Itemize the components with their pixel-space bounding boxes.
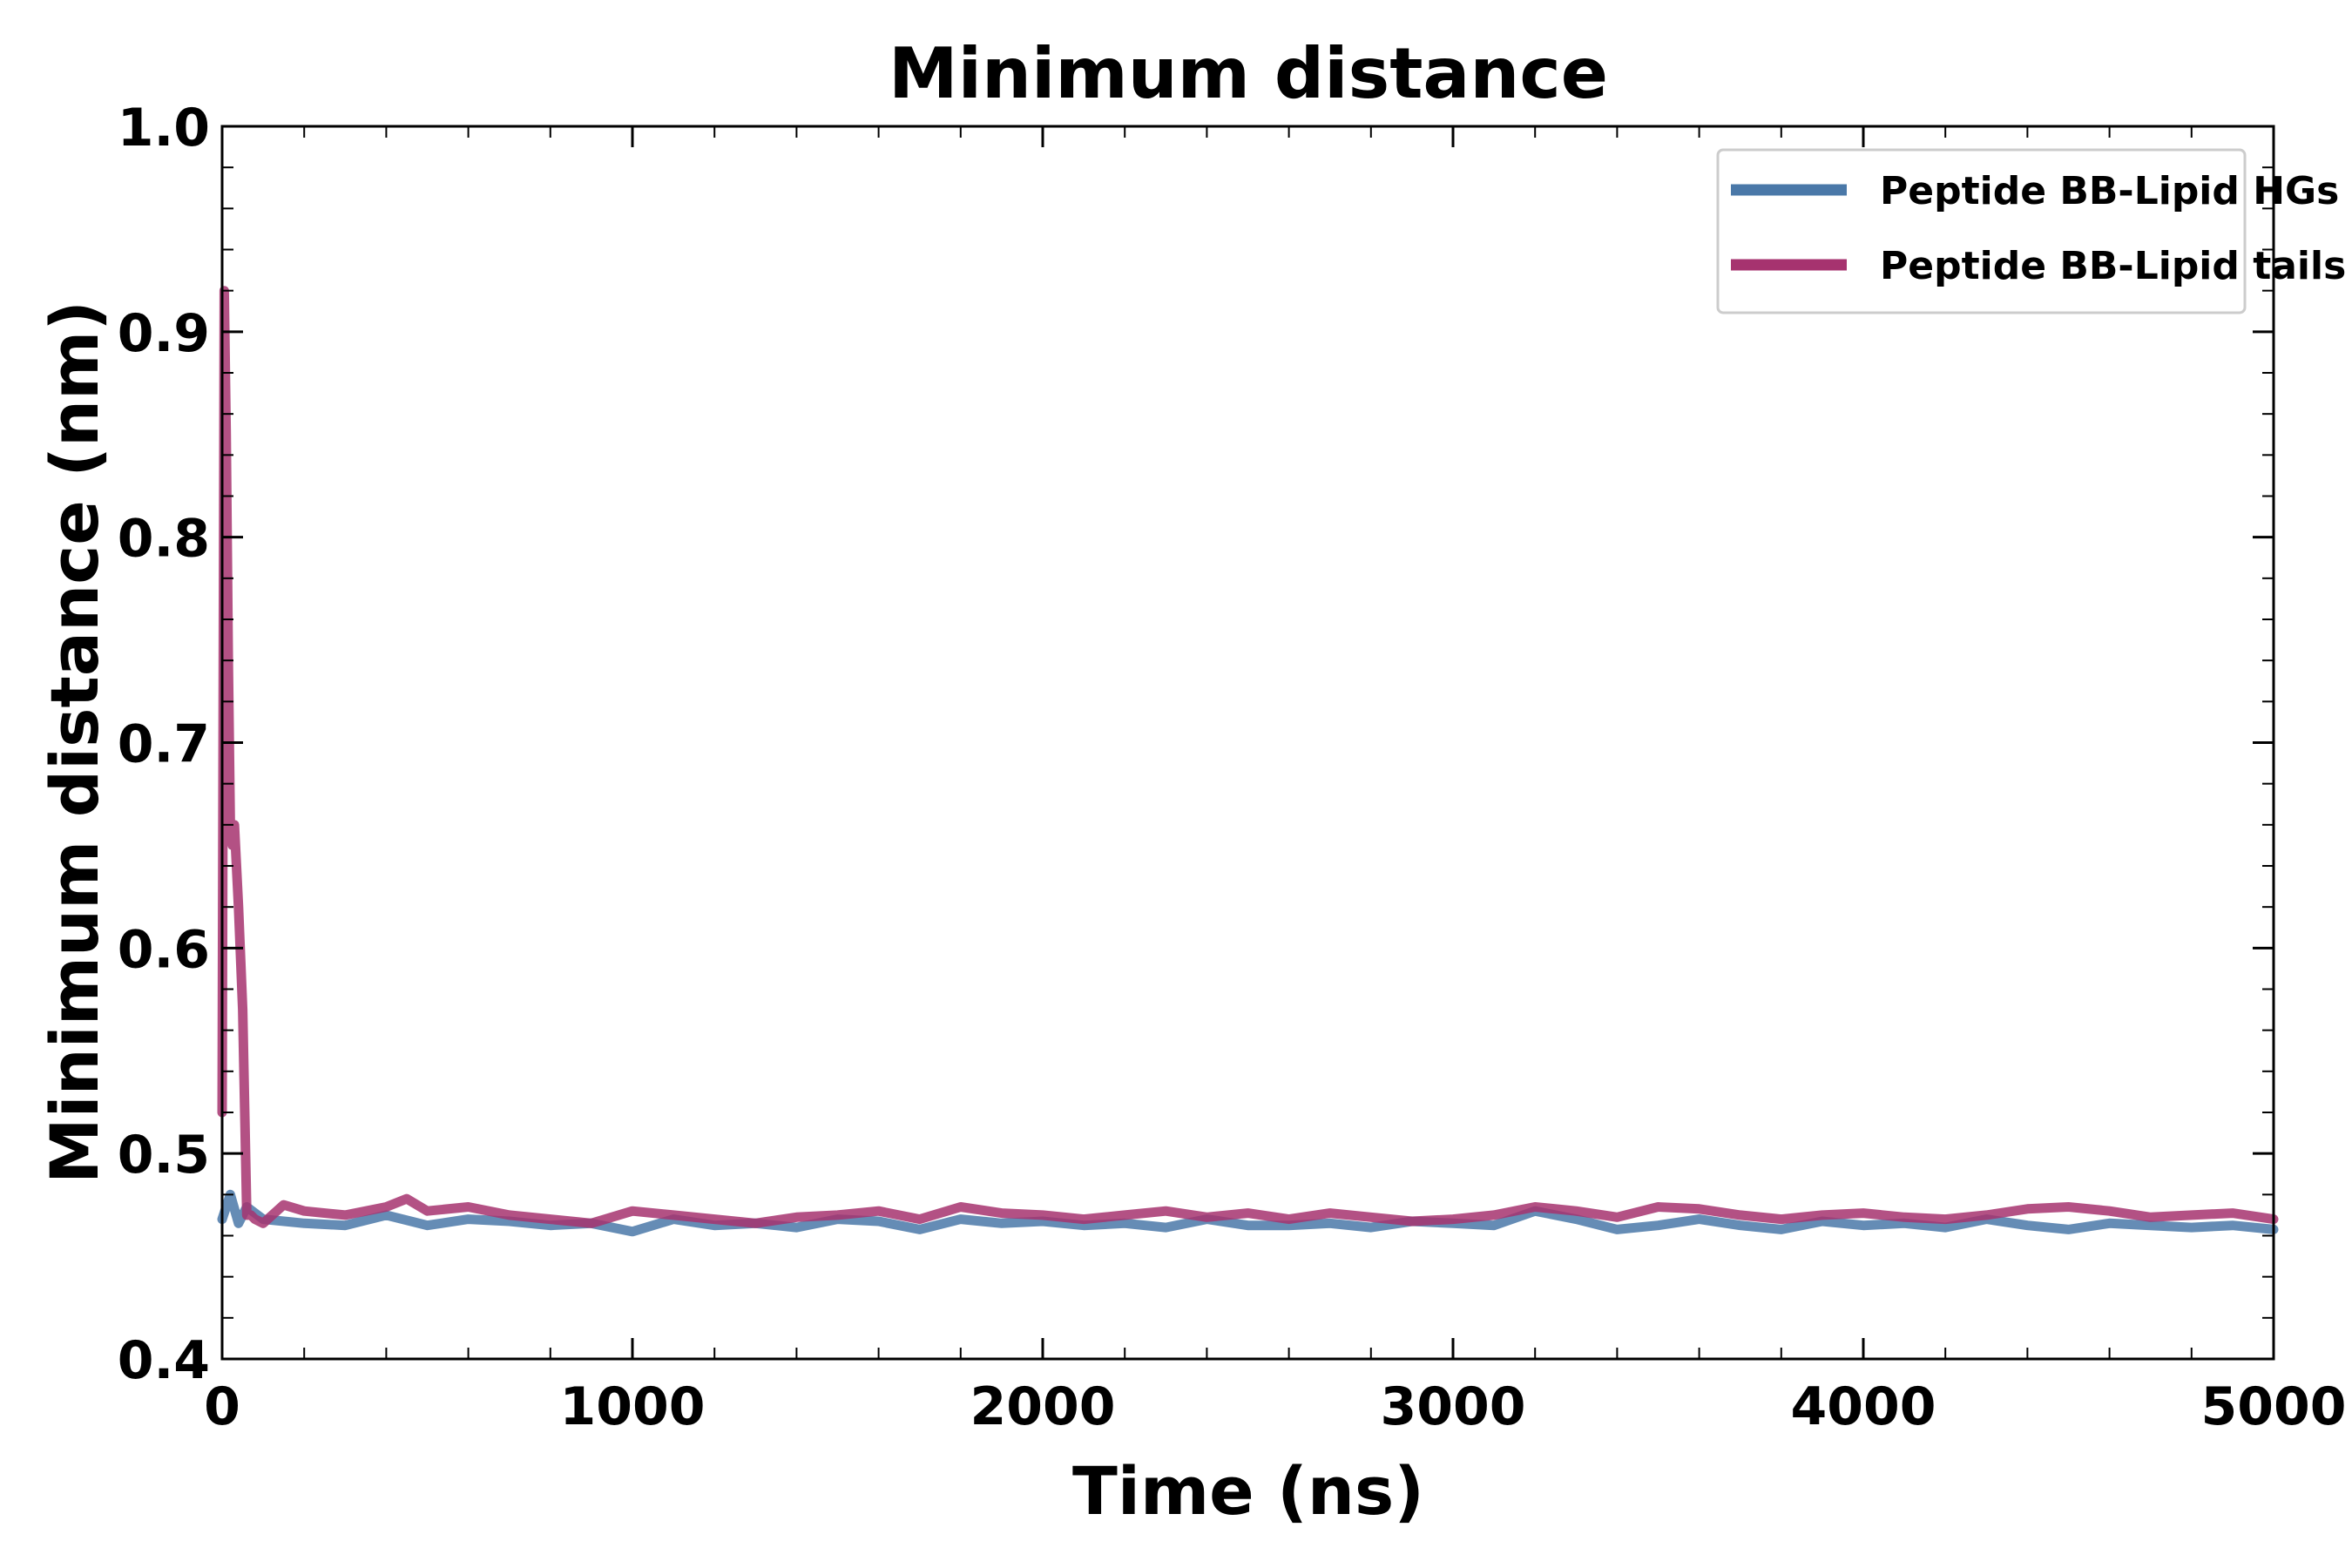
chart-title: Minimum distance: [889, 33, 1608, 114]
y-tick-label: 1.0: [118, 98, 210, 159]
x-tick-label: 1000: [560, 1376, 706, 1437]
y-tick-label: 0.8: [118, 509, 210, 570]
x-tick-label: 4000: [1791, 1376, 1936, 1437]
legend: Peptide BB-Lipid HGs Peptide BB-Lipid ta…: [1716, 148, 2346, 314]
x-tick-label: 3000: [1381, 1376, 1526, 1437]
y-tick-label: 0.4: [118, 1330, 210, 1391]
y-tick-label: 0.5: [118, 1125, 210, 1186]
y-tick-label: 0.9: [118, 303, 210, 364]
x-axis-label: Time (ns): [1072, 1452, 1424, 1530]
plot-area-frame: [220, 125, 2275, 1361]
x-tick-label: 0: [204, 1376, 240, 1437]
series-line-0: [217, 1189, 2279, 1237]
ticks-layer: 0 1000 2000 3000 4000 5000 0.4 0.5 0.6 0.7 0.8 0.9 1…: [118, 98, 2347, 1437]
legend-label-hgs: Peptide BB-Lipid HGs: [1880, 169, 2339, 213]
legend-box: [1716, 148, 2247, 314]
x-tick-label: 2000: [970, 1376, 1116, 1437]
y-axis-label: Minimum distance (nm): [36, 301, 113, 1184]
legend-label-tails: Peptide BB-Lipid tails: [1880, 244, 2346, 288]
series-layer: [217, 286, 2279, 1237]
y-tick-label: 0.6: [118, 919, 210, 980]
x-tick-label: 5000: [2201, 1376, 2347, 1437]
y-tick-label: 0.7: [118, 714, 210, 775]
series-line-1: [217, 286, 2279, 1228]
